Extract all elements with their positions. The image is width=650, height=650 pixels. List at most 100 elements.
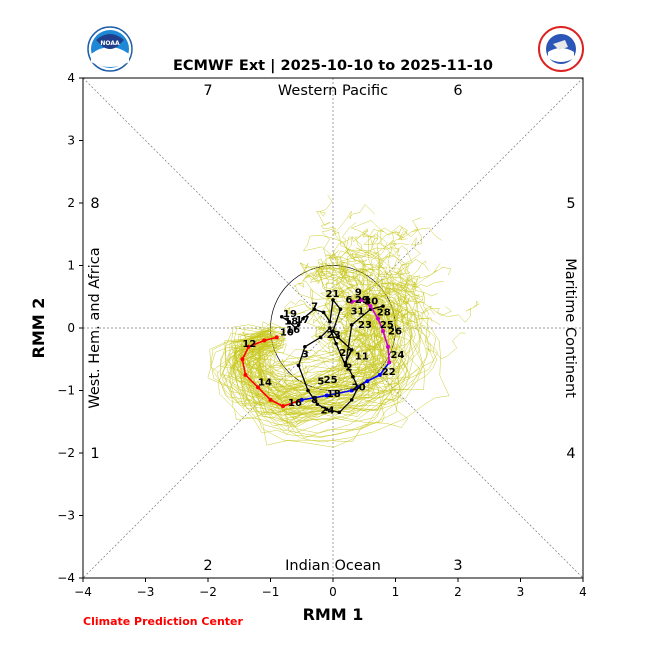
forecast-point — [381, 329, 385, 334]
ensemble-member-line — [233, 239, 397, 388]
observed-point — [328, 326, 332, 330]
region-label-right: Maritime Continent — [562, 258, 578, 398]
day-label: 6 — [346, 295, 353, 306]
region-label-left: West. Hem. and Africa — [87, 247, 103, 408]
day-label: 21 — [326, 289, 340, 300]
ensemble-member-line — [229, 288, 379, 416]
day-label: 28 — [377, 308, 391, 319]
day-label: 25 — [380, 320, 394, 331]
day-label: 14 — [258, 378, 272, 389]
day-label: 16 — [286, 325, 300, 336]
observed-point — [303, 344, 307, 349]
y-axis-ticks: −4 −3 −2 −1 0 1 2 3 4 — [57, 71, 83, 585]
forecast-point — [262, 338, 267, 343]
day-label: 30 — [364, 296, 378, 307]
observed-point — [279, 314, 284, 319]
observed-point — [301, 316, 305, 321]
ensemble-member-line — [231, 299, 387, 418]
x-tick-label: 4 — [579, 585, 587, 599]
forecast-segment — [270, 399, 284, 407]
observed-point — [296, 363, 301, 368]
day-label: 22 — [382, 367, 396, 378]
forecast-point — [299, 397, 304, 402]
day-label: 24 — [391, 350, 405, 361]
national-weather-service-logo — [538, 26, 584, 72]
ensemble-member-line — [233, 194, 382, 375]
observed-point — [312, 307, 317, 312]
observed-point — [343, 360, 348, 365]
ensemble-member-line — [259, 277, 390, 423]
ensemble-member-line — [240, 262, 387, 415]
phase-number-4: 4 — [566, 446, 575, 462]
observed-point — [296, 323, 301, 327]
day-label: 3 — [302, 349, 309, 360]
forecast-segment — [382, 330, 389, 347]
forecast-point — [349, 299, 354, 304]
forecast-point — [368, 304, 373, 309]
observed-point — [321, 310, 326, 315]
day-labels: 1918171672131233282410121416182022242628… — [242, 288, 404, 417]
forecast-point — [376, 316, 380, 321]
chart-title: ECMWF Ext | 2025-10-10 to 2025-11-10 — [173, 58, 493, 74]
day-label: 20 — [352, 383, 366, 394]
day-label: 23 — [327, 330, 341, 341]
observed-line — [281, 298, 384, 414]
footer-credit: Climate Prediction Center — [83, 615, 243, 628]
observed-point — [351, 374, 355, 379]
forecast-segment — [257, 386, 272, 401]
ensemble-member-line — [249, 282, 423, 396]
forecast-segment — [369, 305, 379, 320]
phase-numbers: 7 6 8 5 1 4 2 3 — [90, 83, 575, 574]
ensemble-member-line — [229, 326, 375, 407]
ensemble-member-line — [247, 250, 381, 415]
day-label: 7 — [311, 301, 318, 312]
forecast-point — [268, 397, 273, 402]
forecast-point — [387, 360, 392, 365]
day-label: 17 — [296, 315, 310, 326]
y-tick-label: 1 — [67, 259, 75, 273]
forecast-point — [359, 297, 364, 302]
observed-point — [306, 388, 310, 393]
phase-number-7: 7 — [203, 83, 212, 99]
forecast-segment — [326, 389, 352, 397]
observed-point — [349, 348, 354, 352]
ensemble-member-line — [234, 291, 400, 395]
ensemble-member-line — [239, 259, 387, 382]
day-label: 9 — [355, 288, 362, 299]
y-tick-label: 0 — [67, 321, 75, 335]
day-label: 29 — [355, 295, 369, 306]
forecast-segment — [241, 346, 250, 360]
ensemble-member-line — [225, 242, 389, 381]
ensemble-member-line — [225, 291, 374, 404]
forecast-point — [281, 404, 285, 409]
forecast-segment — [241, 359, 247, 376]
ensemble-member-line — [251, 281, 444, 392]
phase-number-3: 3 — [453, 558, 462, 574]
ensemble-member-line — [237, 307, 427, 427]
ensemble-member-line — [251, 325, 466, 401]
day-label: 23 — [358, 320, 372, 331]
day-label: 12 — [242, 339, 256, 350]
day-label: 10 — [280, 328, 294, 339]
observed-point — [338, 307, 343, 312]
unit-circle — [270, 265, 396, 391]
x-tick-label: −2 — [199, 585, 217, 599]
day-label: 26 — [388, 326, 402, 337]
observed-point — [331, 329, 335, 333]
ensemble-member-line — [259, 316, 441, 425]
day-label: 25 — [324, 375, 338, 386]
ensemble-member-line — [244, 283, 430, 397]
day-label: 18 — [284, 316, 298, 327]
phase-number-2: 2 — [203, 558, 212, 574]
observed-point — [328, 319, 332, 324]
ensemble-member-line — [243, 251, 406, 388]
observed-point — [349, 398, 354, 402]
day-label: 31 — [351, 306, 365, 317]
ensemble-member-line — [220, 302, 399, 414]
phase-number-8: 8 — [90, 196, 99, 212]
region-label-top: Western Pacific — [278, 83, 388, 99]
forecast-segment — [351, 380, 368, 392]
day-label: 1 — [364, 295, 371, 306]
forecast-point — [365, 379, 370, 384]
